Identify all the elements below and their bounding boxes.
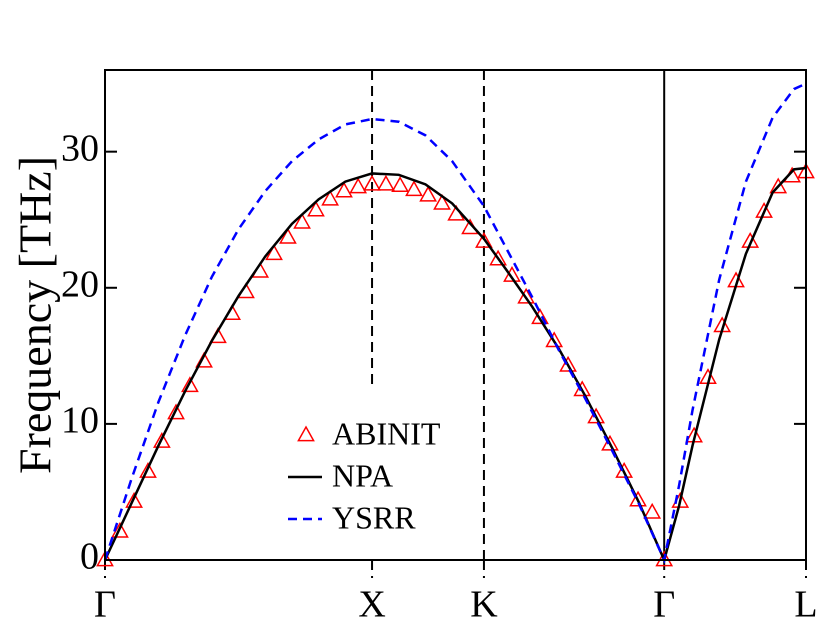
data-point — [769, 177, 788, 194]
data-point — [153, 432, 171, 448]
series-line — [103, 166, 807, 564]
data-point — [293, 212, 311, 229]
x-tick-label: Γ — [94, 584, 116, 626]
data-point — [349, 177, 368, 194]
data-point — [545, 331, 564, 348]
data-point — [405, 180, 423, 197]
x-tick-label: L — [794, 584, 817, 626]
data-point — [139, 461, 157, 478]
data-point — [741, 231, 760, 248]
data-point — [363, 174, 381, 191]
data-point — [419, 185, 438, 202]
data-point — [391, 176, 409, 193]
y-tick-label: 10 — [61, 400, 99, 442]
data-point — [755, 202, 773, 218]
data-point — [475, 231, 493, 248]
series-line — [103, 82, 807, 565]
data-point — [377, 174, 395, 191]
data-point — [629, 490, 647, 507]
x-tick-label: K — [470, 584, 498, 626]
data-point — [517, 287, 536, 304]
y-axis-label: Frequency [THz] — [10, 156, 61, 474]
legend-label: ABINIT — [332, 415, 441, 451]
data-point — [167, 403, 185, 420]
data-point — [125, 491, 143, 508]
data-point — [279, 227, 297, 244]
data-point — [321, 189, 339, 206]
data-point — [111, 521, 129, 538]
y-tick-label: 20 — [61, 263, 99, 305]
data-point — [573, 380, 592, 397]
data-point — [433, 193, 451, 210]
legend-label: NPA — [332, 457, 393, 493]
data-point — [335, 181, 353, 198]
data-point — [181, 376, 199, 393]
data-point — [307, 200, 325, 217]
data-point — [601, 434, 619, 451]
plot-frame — [104, 69, 807, 561]
data-point — [531, 308, 549, 325]
legend-symbol — [297, 425, 315, 442]
data-point — [587, 407, 605, 424]
data-point — [96, 550, 114, 567]
x-tick-label: Γ — [653, 584, 675, 626]
y-tick-label: 0 — [80, 536, 99, 578]
data-point — [655, 550, 674, 567]
data-point — [489, 249, 507, 266]
data-point — [559, 355, 577, 372]
y-tick-label: 30 — [61, 127, 99, 169]
x-tick-label: X — [358, 584, 385, 626]
legend-label: YSRR — [332, 499, 416, 535]
data-point — [643, 502, 662, 519]
data-point — [265, 244, 283, 261]
